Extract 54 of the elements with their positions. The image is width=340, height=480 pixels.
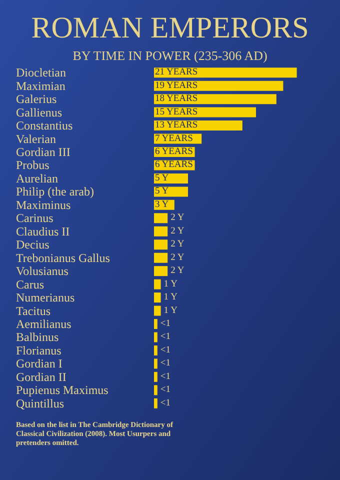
data-label: 1 Y <box>164 279 178 290</box>
data-label: 1 Y <box>164 306 178 316</box>
data-label: <1 <box>160 385 171 396</box>
y-tick-label: Volusianus <box>16 264 69 278</box>
y-tick-label: Tacitus <box>16 304 51 318</box>
y-tick-label: Gallienus <box>16 105 62 120</box>
y-tick-label: Maximian <box>16 78 66 93</box>
data-label: 5 Y <box>155 186 169 197</box>
data-label: 6 YEARS <box>155 147 193 157</box>
y-tick-label: Carus <box>16 277 44 292</box>
data-label: 13 YEARS <box>155 120 198 131</box>
y-tick-label: Pupienus Maximus <box>16 383 109 398</box>
y-tick-label: Constantius <box>16 118 73 133</box>
data-label: 2 Y <box>170 213 184 224</box>
y-tick-label: Valerian <box>16 132 56 146</box>
y-tick-label: Numerianus <box>16 290 75 305</box>
y-tick-label: Florianus <box>16 343 62 358</box>
data-label: 7 YEARS <box>155 134 193 144</box>
data-label: 2 Y <box>170 266 184 276</box>
data-label: <1 <box>160 358 171 369</box>
y-tick-label: Gordian II <box>16 370 66 384</box>
data-label: 18 YEARS <box>155 94 198 104</box>
data-label: <1 <box>160 398 171 408</box>
y-tick-label: Probus <box>16 158 50 172</box>
y-tick-label: Claudius II <box>16 224 70 238</box>
data-label: 15 YEARS <box>155 107 198 118</box>
y-tick-label: Aurelian <box>16 171 58 186</box>
y-tick-label: Aemilianus <box>16 317 72 331</box>
data-label: 2 Y <box>170 252 184 263</box>
y-tick-label: Galerius <box>16 92 57 106</box>
chart-title: ROMAN EMPERORS <box>31 12 309 44</box>
data-label: 2 Y <box>170 226 184 236</box>
y-tick-label: Balbinus <box>16 330 59 344</box>
data-label: 1 Y <box>164 292 178 303</box>
data-label: 19 YEARS <box>155 80 198 91</box>
y-tick-label: Gordian I <box>16 356 62 371</box>
data-label: <1 <box>160 332 171 342</box>
data-label: 5 Y <box>155 173 169 184</box>
y-tick-label: Diocletian <box>16 66 66 80</box>
data-label: <1 <box>160 345 171 356</box>
data-label: 2 Y <box>170 240 184 250</box>
data-label: 21 YEARS <box>155 68 198 78</box>
data-label: <1 <box>160 372 171 382</box>
y-tick-label: Quintillus <box>16 396 64 410</box>
y-tick-label: Maximinus <box>16 198 71 212</box>
y-tick-label: Gordian III <box>16 145 70 159</box>
y-tick-label: Philip (the arab) <box>16 184 94 199</box>
data-label: 6 YEARS <box>155 160 193 170</box>
y-tick-label: Decius <box>16 238 50 252</box>
data-label: <1 <box>160 319 171 329</box>
y-tick-label: Carinus <box>16 211 54 226</box>
data-label: 3 Y <box>155 200 169 210</box>
y-tick-label: Trebonianus Gallus <box>16 250 110 265</box>
chart-subtitle: BY TIME IN POWER (235-306 AD) <box>72 48 268 63</box>
